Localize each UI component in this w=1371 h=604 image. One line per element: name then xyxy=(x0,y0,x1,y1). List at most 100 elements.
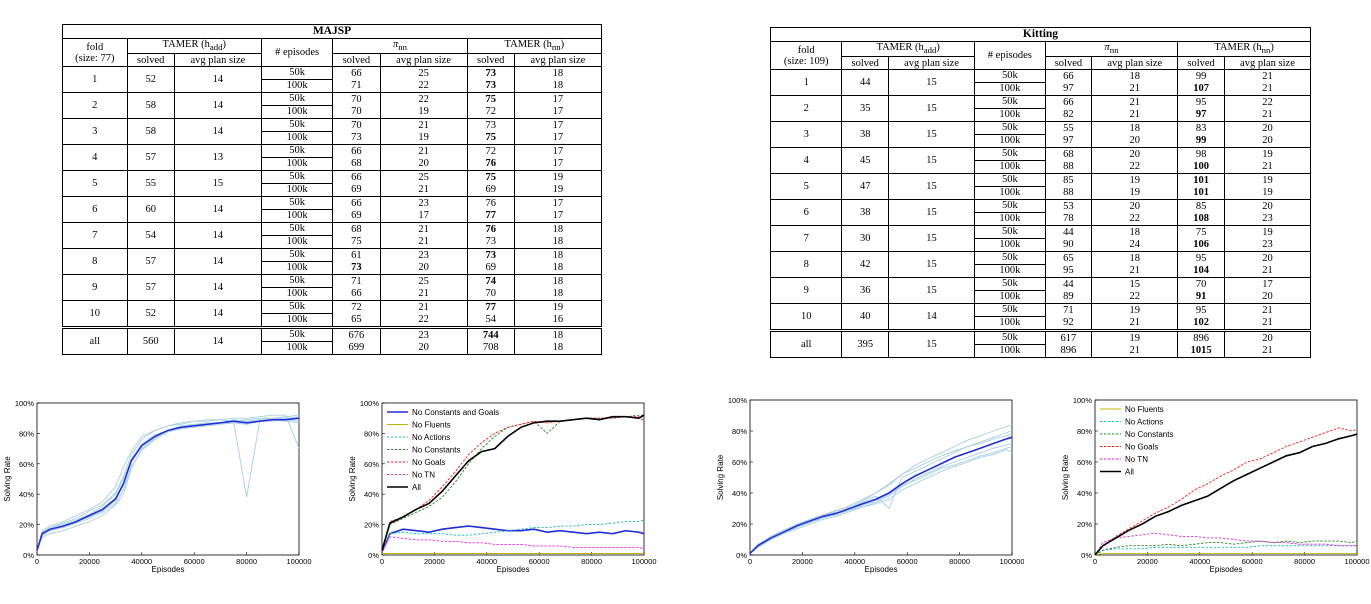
pi-solved-value: 95 xyxy=(1063,264,1074,276)
table-row: 3 38 15 50k 100k 55 97 18 20 83 99 20 20 xyxy=(769,121,1312,149)
series-line-no-goals xyxy=(1094,427,1358,556)
majsp-table: MAJSP fold (size: 77) TAMER (hadd) # episode… xyxy=(62,24,603,356)
pi-solved-value: 66 xyxy=(351,197,362,209)
pi-avg-value: 19 xyxy=(1129,186,1141,198)
t-avg-value: 17 xyxy=(552,209,564,221)
pi-label: π xyxy=(1104,42,1110,53)
t-solved-value: 73 xyxy=(485,235,496,247)
t-avg-value: 20 xyxy=(1262,122,1273,134)
pi-solved-value: 89 xyxy=(1063,290,1074,302)
ep-cell: 50k 100k xyxy=(974,147,1046,175)
series-line-fold-3 xyxy=(36,416,300,551)
legend-label: No Fluents xyxy=(1125,405,1164,414)
ep-value: 50k xyxy=(261,301,333,315)
t-solved-value: 95 xyxy=(1195,96,1207,108)
hadd-avg-cell: 15 xyxy=(888,251,976,279)
fold-cell: 10 xyxy=(769,303,843,332)
legend-label: No Goals xyxy=(412,458,445,467)
pi-avg-value: 20 xyxy=(418,157,429,169)
pi-solved-value: 66 xyxy=(1063,70,1074,82)
t-avg-value: 21 xyxy=(1262,108,1273,120)
fold-header: fold (size: 109) xyxy=(769,40,843,71)
kitting-ablation-chart: 0% 20% 40% 60% 80% 100% 0 20000 40000 60000 80000 1… xyxy=(1061,396,1370,574)
t-solved-value: 77 xyxy=(485,209,496,221)
table-row: 7 30 15 50k 100k 44 90 18 24 75 106 19 23 xyxy=(769,225,1312,253)
t-solved-value: 75 xyxy=(1195,226,1207,238)
t-solved-value: 54 xyxy=(485,313,496,325)
t-avg-value: 18 xyxy=(552,67,564,79)
avg-plan-size-header: avg plan size xyxy=(379,53,468,68)
pi-solved-cell: 71 66 xyxy=(332,274,381,302)
y-tick-label: 60% xyxy=(732,458,747,467)
table-row: 4 45 15 50k 100k 68 88 20 22 98 100 19 21 xyxy=(769,147,1312,175)
t-solved-cell: 83 99 xyxy=(1177,121,1225,149)
ep-value: 50k xyxy=(261,223,333,237)
t-avg-value: 21 xyxy=(1262,264,1273,276)
t-solved-cell: 73 69 xyxy=(466,248,515,276)
ep-cell: 50k 100k xyxy=(260,222,334,250)
ep-value: 50k xyxy=(261,275,333,289)
t-solved-cell: 74 70 xyxy=(466,274,515,302)
t-solved-cell: 76 77 xyxy=(466,196,515,224)
solved-header: solved xyxy=(466,53,515,68)
pi-avg-value: 22 xyxy=(1129,290,1141,302)
x-tick-label: 20000 xyxy=(79,557,100,566)
pi-avg-value: 21 xyxy=(418,301,429,313)
t-solved-cell: 72 76 xyxy=(466,144,515,172)
pi-avg-cell: 19 21 xyxy=(1091,303,1179,332)
x-tick-label: 100000 xyxy=(1344,557,1369,566)
t-avg-value: 18 xyxy=(552,329,564,341)
series-line-fold-4 xyxy=(36,419,300,551)
t-solved-value: 74 xyxy=(485,275,496,287)
legend-label: No Fluents xyxy=(412,421,451,430)
pi-solved-value: 70 xyxy=(351,119,362,131)
y-tick-label: 40% xyxy=(364,490,379,499)
hadd-solved-cell: 57 xyxy=(126,144,175,172)
tamer-hadd-label: TAMER (h xyxy=(876,42,924,53)
ep-value: 100k xyxy=(286,210,308,222)
pi-avg-value: 23 xyxy=(418,197,429,209)
pi-avg-cell: 25 22 xyxy=(379,66,468,94)
fold-cell: 5 xyxy=(769,173,843,201)
hadd-avg-cell: 15 xyxy=(888,199,976,227)
pi-solved-value: 97 xyxy=(1063,82,1074,94)
pi-avg-cell: 18 20 xyxy=(1091,121,1179,149)
t-solved-value: 896 xyxy=(1193,332,1209,344)
t-solved-value: 75 xyxy=(485,171,496,183)
t-avg-cell: 18 18 xyxy=(513,248,603,276)
pi-avg-value: 25 xyxy=(418,67,429,79)
t-avg-value: 19 xyxy=(1262,174,1273,186)
tamer-hnn-header: TAMER (hnn) xyxy=(1177,40,1311,58)
series-line-no-actions xyxy=(1094,545,1357,556)
t-solved-value: 76 xyxy=(485,197,496,209)
pi-avg-value: 21 xyxy=(418,287,429,299)
pi-solved-value: 66 xyxy=(351,145,362,157)
series-line-fold-5 xyxy=(749,430,1013,554)
ep-cell: 50k 100k xyxy=(974,225,1046,253)
pi-avg-cell: 21 21 xyxy=(1091,95,1179,123)
pi-solved-value: 72 xyxy=(351,301,362,313)
ep-cell: 50k 100k xyxy=(260,300,334,329)
fold-cell: 7 xyxy=(769,225,843,253)
t-avg-value: 16 xyxy=(552,313,564,325)
pi-avg-value: 20 xyxy=(1129,200,1141,212)
t-solved-value: 73 xyxy=(485,67,496,79)
t-solved-cell: 75 69 xyxy=(466,170,515,198)
ep-value: 100k xyxy=(286,132,308,144)
ep-cell: 50k 100k xyxy=(260,118,334,146)
x-tick-label: 60000 xyxy=(1242,557,1263,566)
pi-solved-value: 44 xyxy=(1063,226,1074,238)
t-solved-value: 83 xyxy=(1195,122,1207,134)
pi-solved-cell: 66 71 xyxy=(332,66,381,94)
ep-value: 50k xyxy=(975,200,1045,214)
t-solved-cell: 95 102 xyxy=(1177,303,1225,332)
tamer-hadd-header: TAMER (hadd) xyxy=(841,40,976,58)
t-solved-value: 76 xyxy=(485,223,496,235)
pi-avg-value: 18 xyxy=(1129,122,1141,134)
ep-value: 100k xyxy=(999,135,1021,147)
ep-value: 50k xyxy=(261,93,333,107)
ep-value: 100k xyxy=(286,288,308,300)
x-axis-label: Episodes xyxy=(1210,565,1243,574)
solved-header: solved xyxy=(332,53,381,68)
hadd-solved-cell: 58 xyxy=(126,92,175,120)
